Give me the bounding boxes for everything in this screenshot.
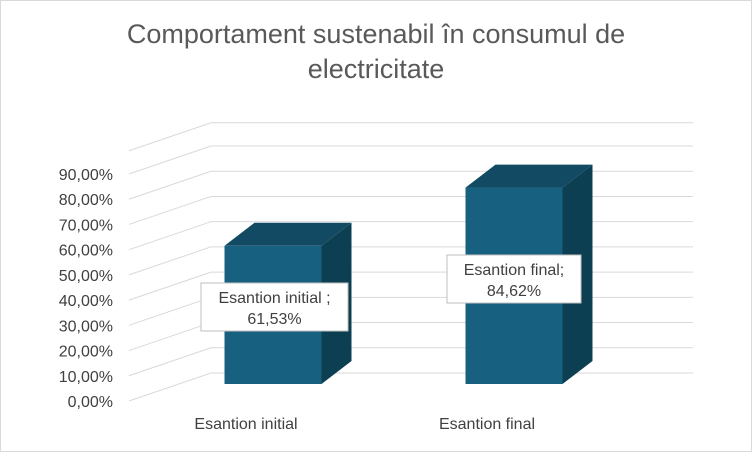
bar-top: [224, 222, 352, 246]
y-tick-label: 50,00%: [59, 268, 113, 285]
data-label-value: 61,53%: [247, 311, 301, 328]
gridline-side: [128, 145, 212, 175]
x-category-label: Esantion initial: [194, 416, 297, 433]
gridline-side: [128, 170, 212, 200]
data-labels: Esantion initial ; 61,53% Esantion final; 8…: [200, 254, 582, 332]
y-tick-label: 10,00%: [59, 369, 113, 386]
data-label-value: 84,62%: [487, 283, 541, 300]
gridline-side: [128, 271, 212, 301]
y-tick-label: 20,00%: [59, 344, 113, 361]
gridlines: [128, 122, 693, 402]
data-label-box: [200, 282, 349, 332]
gridline-side: [128, 195, 212, 225]
gridline-side: [128, 122, 212, 152]
data-label-line1: Esantion final;: [464, 262, 565, 279]
y-tick-label: 80,00%: [59, 192, 113, 209]
y-tick-label: 40,00%: [59, 293, 113, 310]
gridline-side: [128, 246, 212, 276]
gridline-side: [128, 221, 212, 251]
y-tick-label: 60,00%: [59, 243, 113, 260]
y-axis-ticks: 0,00% 10,00% 20,00% 30,00% 40,00% 50,00% 60,00…: [59, 167, 113, 411]
gridline-side: [128, 296, 212, 326]
x-axis-categories: Esantion initial Esantion final: [194, 416, 535, 433]
y-tick-label: 30,00%: [59, 318, 113, 335]
bar-top: [465, 164, 593, 188]
gridline-side: [128, 322, 212, 352]
y-tick-label: 0,00%: [68, 394, 113, 411]
x-category-label: Esantion final: [439, 416, 535, 433]
data-label-line1: Esantion initial ;: [218, 290, 330, 307]
y-tick-label: 90,00%: [59, 167, 113, 184]
data-label-box: [446, 254, 582, 304]
y-tick-label: 70,00%: [59, 217, 113, 234]
gridline-side: [128, 372, 212, 402]
gridline-side: [128, 347, 212, 377]
chart-title: Comportament sustenabil în consumul de e…: [126, 19, 626, 84]
